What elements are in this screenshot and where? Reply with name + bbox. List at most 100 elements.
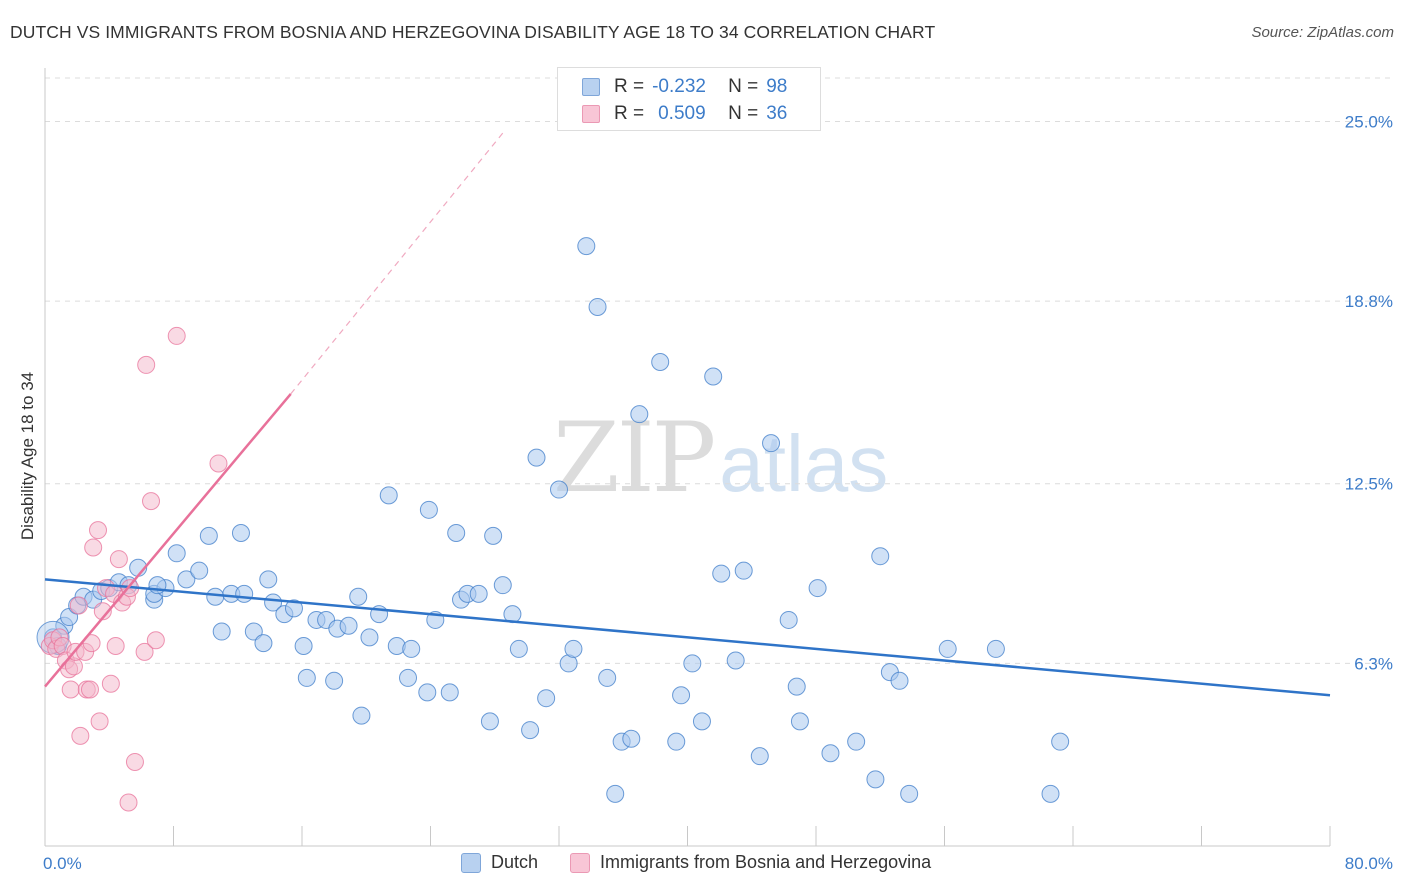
legend-r-value: -0.232 [652, 76, 706, 97]
data-point-dutch [704, 367, 723, 386]
data-point-dutch [866, 770, 885, 789]
data-point-dutch [212, 622, 231, 641]
legend-swatch-bosnia [582, 105, 600, 123]
data-point-dutch [440, 683, 459, 702]
data-point-dutch [734, 561, 753, 580]
legend-n-value: 36 [766, 103, 788, 124]
data-point-dutch [762, 434, 781, 453]
data-point-dutch [847, 732, 866, 751]
data-point-bosnia [142, 492, 161, 511]
y-tick-label: 18.8% [1345, 292, 1393, 311]
trend-lines-front [44, 393, 1331, 697]
trend-line-dutch [44, 578, 1331, 697]
data-point-bosnia [106, 637, 125, 656]
legend-label-dutch: Dutch [491, 852, 539, 872]
data-point-dutch [419, 500, 438, 519]
data-point-dutch [821, 744, 840, 763]
legend-n-label: N = [728, 103, 759, 124]
y-tick-label: 6.3% [1354, 654, 1393, 673]
legend-item-dutch: Dutch [461, 852, 538, 873]
data-point-dutch [509, 639, 528, 658]
trend-line-bosnia-extension [290, 132, 504, 395]
data-point-dutch [672, 686, 691, 705]
x-tick-label: 0.0% [43, 854, 82, 873]
data-point-dutch [890, 671, 909, 690]
data-point-bosnia [84, 538, 103, 557]
data-point-bosnia [109, 550, 128, 569]
data-point-dutch [622, 729, 641, 748]
legend-swatch-dutch [582, 78, 600, 96]
data-point-dutch [527, 448, 546, 467]
data-point-bosnia [80, 680, 99, 699]
data-point-dutch [790, 712, 809, 731]
data-point-bosnia [61, 680, 80, 699]
data-point-dutch [325, 671, 344, 690]
axes [44, 68, 1331, 847]
data-point-bosnia [146, 631, 165, 650]
series-legend: Dutch Immigrants from Bosnia and Herzego… [461, 852, 963, 873]
data-point-dutch [986, 639, 1005, 658]
data-point-bosnia [90, 712, 109, 731]
data-point-dutch [480, 712, 499, 731]
data-point-dutch [667, 732, 686, 751]
data-point-dutch [177, 570, 196, 589]
data-point-dutch [294, 637, 313, 656]
legend-n-label: N = [728, 76, 759, 97]
data-point-dutch [550, 480, 568, 499]
data-point-dutch [418, 683, 437, 702]
data-point-dutch [588, 297, 607, 316]
x-tick-label: 80.0% [1345, 854, 1393, 873]
data-point-dutch [284, 599, 303, 618]
data-point-dutch [349, 587, 368, 606]
data-point-dutch [787, 677, 806, 696]
legend-r-value: 0.509 [658, 103, 706, 124]
data-point-dutch [938, 639, 957, 658]
data-point-dutch [206, 587, 225, 606]
data-point-dutch [598, 668, 617, 687]
data-point-dutch [402, 639, 421, 658]
series-bosnia-points [40, 326, 228, 812]
data-point-bosnia [69, 596, 88, 615]
data-point-dutch [199, 526, 218, 545]
correlation-legend: R = -0.232 N = 98 R = 0.509 N = 36 [557, 67, 821, 131]
data-point-bosnia [167, 326, 186, 345]
legend-row-bosnia: R = 0.509 N = 36 [582, 103, 787, 125]
data-point-dutch [712, 564, 731, 583]
data-point-dutch [493, 576, 512, 595]
data-point-dutch [630, 405, 649, 424]
legend-r-label: R = [614, 103, 645, 124]
data-point-dutch [779, 610, 798, 629]
data-point-bosnia [101, 674, 120, 693]
data-point-dutch [750, 747, 769, 766]
data-point-dutch [447, 524, 466, 543]
series-dutch-points [36, 237, 1070, 803]
legend-n-value: 98 [766, 76, 788, 97]
data-point-dutch [1041, 784, 1060, 803]
data-point-dutch [606, 784, 625, 803]
data-point-dutch [1051, 732, 1070, 751]
data-point-dutch [264, 593, 283, 612]
data-point-dutch [726, 651, 745, 670]
data-point-dutch [259, 570, 278, 589]
data-point-bosnia [209, 454, 228, 473]
tick-labels: 6.3% 12.5% 18.8% 25.0% 0.0% 80.0% [43, 112, 1393, 873]
data-point-dutch [900, 784, 919, 803]
y-tick-label: 25.0% [1345, 112, 1393, 131]
data-point-dutch [521, 721, 540, 740]
legend-swatch-dutch [461, 852, 481, 873]
data-point-bosnia [89, 521, 108, 540]
data-point-dutch [537, 689, 556, 708]
data-point-dutch [167, 544, 186, 563]
data-point-dutch [297, 668, 316, 687]
data-point-dutch [808, 579, 827, 598]
legend-swatch-bosnia [570, 852, 591, 873]
data-point-bosnia [137, 355, 156, 374]
trend-line-bosnia [44, 393, 292, 688]
data-point-dutch [469, 584, 488, 603]
data-point-dutch [484, 526, 503, 545]
legend-r-label: R = [614, 76, 645, 97]
watermark-atlas: atlas [719, 419, 889, 508]
source-credit: Source: ZipAtlas.com [1251, 24, 1394, 41]
data-point-dutch [379, 486, 398, 505]
